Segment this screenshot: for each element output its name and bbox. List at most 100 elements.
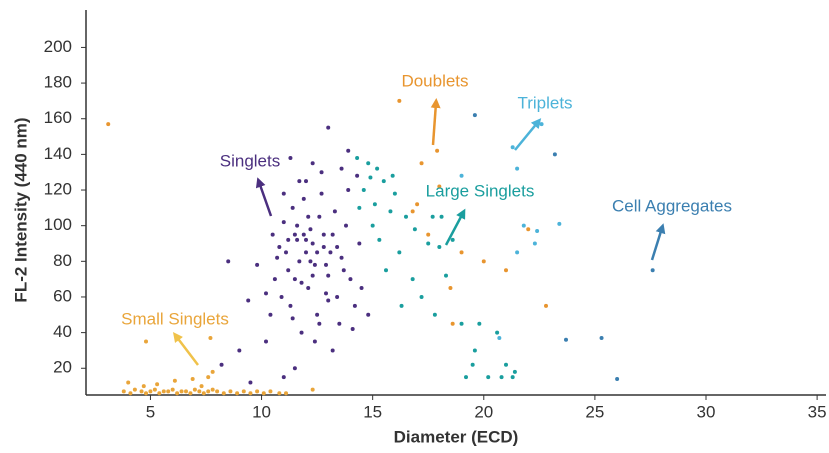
y-tick-label: 80 bbox=[53, 251, 72, 270]
point bbox=[544, 303, 548, 308]
point bbox=[355, 173, 360, 178]
point bbox=[504, 268, 508, 273]
point bbox=[315, 250, 320, 255]
point bbox=[277, 245, 282, 250]
arrow bbox=[514, 118, 542, 151]
point bbox=[335, 294, 340, 299]
annotation: Large Singlets bbox=[426, 181, 535, 200]
point bbox=[450, 237, 455, 242]
point bbox=[237, 348, 242, 353]
point bbox=[615, 376, 620, 381]
point bbox=[495, 330, 500, 335]
point bbox=[295, 237, 300, 242]
arrow bbox=[430, 98, 441, 146]
point bbox=[152, 387, 157, 392]
y-axis-label: FL-2 Intensity (440 nm) bbox=[11, 117, 30, 302]
y-tick-label: 140 bbox=[44, 144, 72, 163]
point bbox=[190, 376, 195, 381]
point bbox=[324, 262, 328, 267]
point bbox=[384, 268, 388, 273]
point bbox=[310, 273, 315, 278]
point bbox=[326, 273, 331, 278]
point bbox=[430, 214, 435, 219]
point bbox=[235, 391, 240, 396]
point bbox=[599, 335, 604, 340]
point bbox=[497, 335, 502, 340]
point bbox=[335, 245, 340, 250]
point bbox=[397, 98, 402, 103]
point bbox=[215, 389, 220, 394]
point bbox=[512, 369, 517, 374]
point bbox=[319, 170, 324, 175]
point bbox=[184, 389, 188, 394]
point bbox=[410, 277, 415, 282]
point bbox=[272, 277, 277, 282]
point bbox=[510, 375, 515, 380]
x-tick-label: 10 bbox=[252, 402, 271, 421]
point bbox=[310, 161, 315, 166]
point bbox=[348, 277, 353, 282]
point bbox=[292, 277, 297, 282]
x-tick-label: 20 bbox=[474, 402, 493, 421]
point bbox=[299, 330, 304, 335]
point bbox=[357, 241, 362, 246]
point bbox=[339, 255, 344, 260]
x-tick-label: 25 bbox=[585, 402, 604, 421]
point bbox=[392, 191, 397, 196]
point bbox=[521, 223, 526, 228]
point bbox=[248, 380, 253, 385]
point bbox=[297, 179, 302, 184]
point bbox=[226, 259, 231, 264]
arrows bbox=[172, 98, 666, 366]
point bbox=[310, 241, 315, 246]
point bbox=[221, 391, 226, 396]
point bbox=[515, 166, 520, 171]
point bbox=[172, 378, 177, 383]
point bbox=[170, 387, 175, 392]
point bbox=[317, 214, 322, 219]
point bbox=[557, 221, 562, 226]
point bbox=[437, 245, 442, 250]
y-tick-label: 180 bbox=[44, 73, 72, 92]
x-tick-label: 35 bbox=[808, 402, 827, 421]
point bbox=[268, 312, 273, 317]
x-tick-label: 5 bbox=[146, 402, 155, 421]
point bbox=[526, 227, 531, 232]
point bbox=[372, 202, 377, 207]
point bbox=[132, 387, 137, 392]
point bbox=[350, 327, 355, 332]
point bbox=[161, 389, 166, 394]
point bbox=[166, 389, 171, 394]
point bbox=[552, 152, 557, 157]
point bbox=[210, 387, 215, 392]
point bbox=[328, 250, 333, 255]
point bbox=[464, 375, 468, 380]
point bbox=[188, 391, 193, 396]
point bbox=[155, 382, 160, 387]
point bbox=[206, 389, 211, 394]
point bbox=[448, 286, 453, 291]
point bbox=[346, 148, 351, 153]
point bbox=[419, 294, 424, 299]
point bbox=[499, 375, 504, 380]
point bbox=[206, 375, 211, 380]
x-axis-label: Diameter (ECD) bbox=[394, 427, 519, 446]
point bbox=[370, 223, 375, 228]
point bbox=[279, 294, 284, 299]
point bbox=[210, 369, 215, 374]
point bbox=[308, 259, 313, 264]
point bbox=[330, 348, 335, 353]
point bbox=[330, 232, 335, 237]
point bbox=[297, 259, 302, 264]
arrow bbox=[255, 177, 273, 217]
point bbox=[121, 389, 126, 394]
point bbox=[459, 321, 464, 326]
point bbox=[352, 303, 357, 308]
point bbox=[532, 241, 537, 246]
point bbox=[246, 298, 251, 303]
point bbox=[264, 339, 268, 344]
point bbox=[359, 286, 364, 291]
point bbox=[139, 389, 144, 394]
